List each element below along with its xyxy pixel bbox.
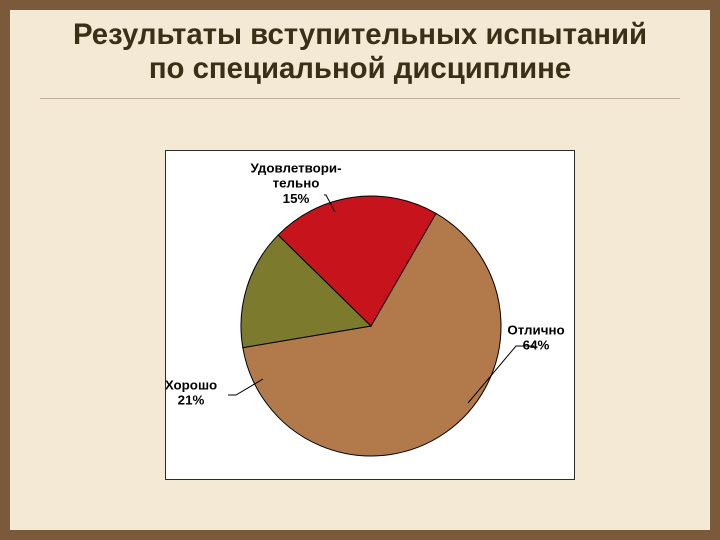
title-line-1: Результаты вступительных испытаний [50,18,670,52]
title-line-2: по специальной дисциплине [50,52,670,86]
slice-label-excellent: Отлично64% [507,322,564,352]
title-underline [40,98,680,99]
pie-chart-container: Отлично64%Удовлетвори-тельно15%Хорошо21% [165,150,575,480]
slide-title: Результаты вступительных испытаний по сп… [50,18,670,85]
outer-frame: Результаты вступительных испытаний по сп… [0,0,720,540]
pie-chart: Отлично64%Удовлетвори-тельно15%Хорошо21% [166,151,574,479]
slide-canvas: Результаты вступительных испытаний по сп… [10,10,710,530]
slice-label-good: Хорошо21% [166,377,217,407]
